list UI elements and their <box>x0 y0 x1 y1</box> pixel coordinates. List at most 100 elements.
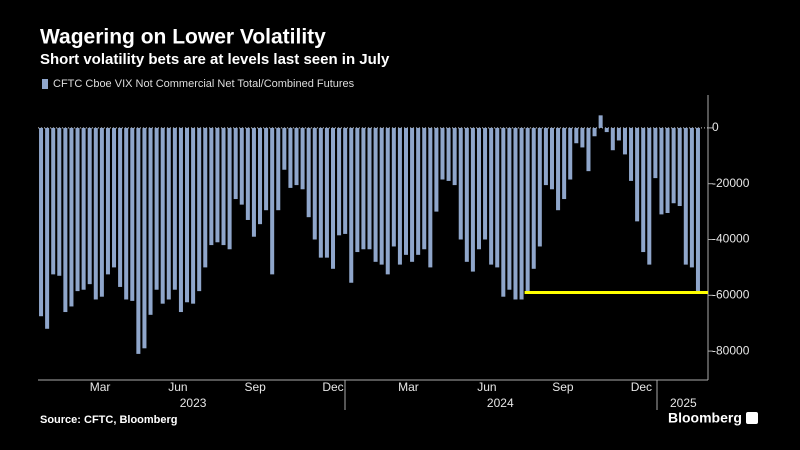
bar <box>501 127 506 297</box>
bar <box>622 127 627 155</box>
x-tick-label: Jun <box>477 380 496 394</box>
source: Source: CFTC, Bloomberg <box>40 414 178 426</box>
bar <box>136 127 141 354</box>
y-tick-label: -40000 <box>712 232 750 246</box>
bar <box>57 127 62 276</box>
bar <box>489 127 494 265</box>
bar <box>403 127 409 255</box>
x-tick-label: Jun <box>168 380 187 394</box>
y-tick-label: -80000 <box>712 343 750 357</box>
legend-label: CFTC Cboe VIX Not Commercial Net Total/C… <box>53 78 355 90</box>
bar <box>665 127 670 213</box>
bar <box>318 127 323 258</box>
bar <box>519 127 524 300</box>
bar <box>464 127 469 262</box>
bar <box>677 127 682 207</box>
bar <box>191 127 196 304</box>
chart-title: Wagering on Lower Volatility <box>40 26 326 49</box>
bar <box>343 127 348 234</box>
bar <box>87 127 92 285</box>
bar <box>659 127 664 215</box>
bar <box>616 127 621 141</box>
bar <box>434 127 439 212</box>
bar <box>641 127 646 253</box>
bar <box>330 127 336 269</box>
bar <box>45 127 50 329</box>
bar <box>635 127 640 222</box>
bar <box>51 127 56 275</box>
bar <box>610 127 615 151</box>
bar <box>458 127 463 240</box>
bar <box>592 127 597 137</box>
bar <box>245 127 250 220</box>
bar <box>470 127 475 272</box>
bar <box>586 127 591 172</box>
bar <box>324 127 329 258</box>
bar <box>93 127 98 300</box>
bar <box>683 127 688 265</box>
x-tick-label: Dec <box>322 380 343 394</box>
bar <box>507 127 512 290</box>
bar <box>288 127 293 188</box>
bar <box>653 127 658 179</box>
bar <box>629 127 634 181</box>
bar <box>239 127 244 205</box>
bar <box>476 127 481 250</box>
bar <box>543 127 548 186</box>
bar <box>549 127 554 190</box>
bar <box>647 127 652 265</box>
year-label: 2023 <box>180 396 207 410</box>
bar <box>258 127 263 225</box>
bar <box>312 127 317 240</box>
bar <box>562 127 567 200</box>
year-label: 2025 <box>670 396 697 410</box>
bar <box>306 127 311 218</box>
bar <box>221 127 226 246</box>
bar <box>397 127 402 265</box>
x-tick-label: Mar <box>398 380 419 394</box>
x-tick-label: Sep <box>244 380 266 394</box>
bar <box>118 127 123 287</box>
bar <box>337 127 342 236</box>
bar <box>81 127 86 290</box>
bar <box>598 115 603 128</box>
bar <box>75 127 80 292</box>
bar <box>385 127 390 275</box>
bar <box>233 127 238 200</box>
bar <box>556 127 561 211</box>
bar <box>112 127 117 268</box>
bar <box>531 127 536 269</box>
bar <box>105 127 110 275</box>
bar <box>537 127 542 247</box>
bar <box>446 127 451 181</box>
chart-subtitle: Short volatility bets are at levels last… <box>40 51 390 68</box>
bar <box>294 127 299 186</box>
bar <box>270 127 275 275</box>
bar <box>251 127 256 237</box>
bar <box>568 127 573 180</box>
bar <box>422 127 427 250</box>
bar <box>349 127 354 283</box>
bar <box>227 127 232 250</box>
bar <box>695 127 700 292</box>
bar <box>282 127 287 170</box>
bar <box>452 127 457 186</box>
bar <box>525 127 530 292</box>
bar <box>410 127 415 262</box>
bar <box>300 127 305 190</box>
bar <box>495 127 500 268</box>
bar <box>428 127 433 268</box>
bar <box>148 127 153 315</box>
bar <box>124 127 129 300</box>
bar <box>671 127 676 204</box>
x-tick-label: Dec <box>631 380 652 394</box>
bar <box>69 127 74 307</box>
bar <box>604 127 609 133</box>
bar <box>172 127 177 290</box>
bar <box>203 127 208 268</box>
bar <box>178 127 183 313</box>
bar <box>513 127 518 300</box>
bar <box>215 127 220 243</box>
brand: Bloomberg <box>668 410 742 426</box>
bar <box>689 127 694 268</box>
